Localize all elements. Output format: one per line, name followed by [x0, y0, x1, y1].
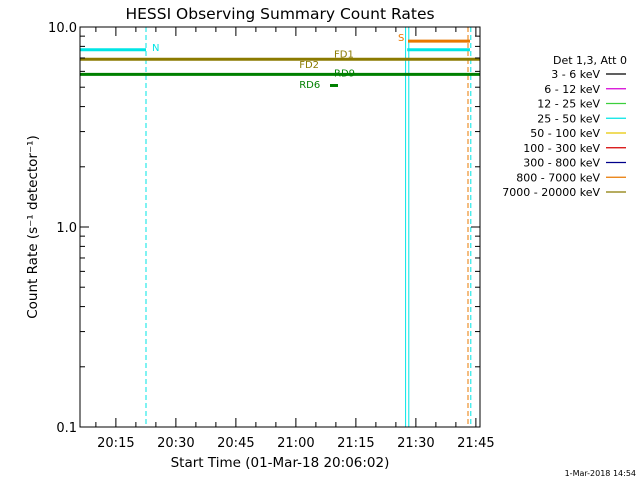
- x-tick-label: 21:45: [457, 436, 494, 451]
- timestamp: 1-Mar-2018 14:54: [565, 469, 636, 478]
- y-tick-label: 1.0: [56, 221, 77, 236]
- legend-label: 3 - 6 keV: [551, 68, 600, 81]
- x-tick-label: 20:15: [97, 436, 134, 451]
- annotation-label: RD6: [299, 80, 320, 91]
- x-tick-label: 21:00: [277, 436, 314, 451]
- y-axis-label: Count Rate (s⁻¹ detector⁻¹): [25, 135, 41, 319]
- legend-label: 12 - 25 keV: [537, 98, 600, 111]
- legend-label: 7000 - 20000 keV: [502, 186, 600, 199]
- y-tick-label: 10.0: [48, 21, 77, 36]
- chart-title: HESSI Observing Summary Count Rates: [125, 5, 434, 23]
- annotation-label: FD1: [334, 49, 354, 60]
- y-tick-label: 0.1: [56, 421, 77, 436]
- legend-label: 300 - 800 keV: [523, 157, 600, 170]
- annotation-label: S: [398, 33, 404, 44]
- plot-frame: [79, 26, 481, 428]
- legend: Det 1,3, Att 0 3 - 6 keV 6 - 12 keV 12 - 2…: [502, 54, 627, 199]
- y-axis: 0.1 1.0 10.0: [48, 21, 480, 436]
- legend-label: 50 - 100 keV: [530, 127, 600, 140]
- x-axis: 20:15 20:30 20:45 21:00 21:15 21:30 21:45: [95, 27, 495, 451]
- legend-label: 25 - 50 keV: [537, 112, 600, 125]
- annotation-label: FD2: [299, 60, 319, 71]
- x-tick-label: 21:15: [337, 436, 374, 451]
- plot-area: N S FD1 FD2 RD9 RD6: [80, 27, 480, 427]
- x-tick-label: 20:30: [157, 436, 194, 451]
- annotation-label: RD9: [334, 69, 355, 80]
- legend-label: 800 - 7000 keV: [516, 171, 600, 184]
- x-tick-label: 21:30: [397, 436, 434, 451]
- legend-label: 100 - 300 keV: [523, 142, 600, 155]
- x-axis-label: Start Time (01-Mar-18 20:06:02): [171, 455, 390, 471]
- annotation-label: N: [152, 43, 159, 54]
- legend-label: 6 - 12 keV: [544, 83, 600, 96]
- legend-header: Det 1,3, Att 0: [553, 54, 627, 67]
- x-tick-label: 20:45: [217, 436, 254, 451]
